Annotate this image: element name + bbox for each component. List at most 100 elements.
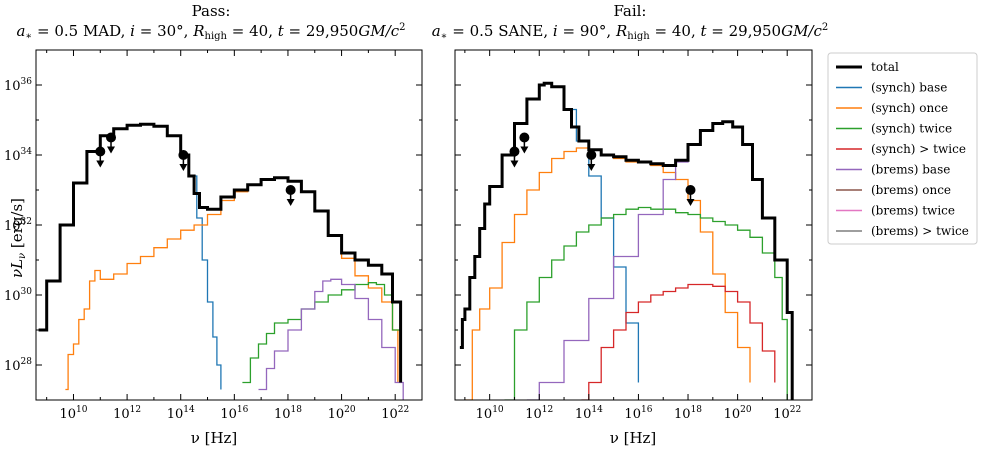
series-layer: [459, 81, 794, 400]
panel-2: 1010 1012 1014 1016 1018 1020 1022: [454, 49, 813, 422]
x-tick-label-base: 10: [525, 407, 542, 422]
x-tick-label: 1016: [220, 405, 248, 422]
upper-limit-marker: [285, 185, 296, 206]
panel2-title-i: i: [553, 22, 558, 40]
panel1-title-i: i: [130, 22, 135, 40]
x-tick-label: 1014: [575, 405, 603, 422]
y-tick-label-base: 10: [4, 149, 21, 164]
x-tick-label-exp: 16: [641, 405, 653, 415]
plot-frame: [35, 49, 423, 401]
x-tick-label-base: 10: [59, 407, 76, 422]
y-axis-label: νLν [erg/s]: [8, 198, 28, 278]
legend-label: (brems) base: [871, 163, 950, 177]
series-brems-base: [258, 278, 404, 400]
x-tick-label-base: 10: [220, 407, 237, 422]
series-synch-twice: [504, 206, 788, 400]
x-tick-label-exp: 22: [398, 405, 409, 415]
y-tick-label: 1030: [4, 287, 32, 304]
panel1-title-gmc: GM/c: [358, 22, 399, 40]
data-point: [586, 150, 597, 160]
y-tick-label-base: 10: [4, 219, 21, 234]
legend-frame: [827, 52, 978, 245]
panel2-title-mid2: = 90°,: [558, 22, 616, 40]
x-tick-label: 1010: [476, 405, 504, 422]
panel2-title-line1: Fail:: [614, 2, 647, 20]
panel2-title-R-sub: high: [627, 31, 650, 42]
legend-label: (brems) twice: [871, 204, 955, 218]
panel1-title-mid4: = 29,950: [284, 22, 359, 40]
legend-label: (brems) > twice: [871, 224, 969, 238]
panel-1: 1010 1012 1014 1016 1018 1020 1022102810301032…: [4, 49, 423, 422]
x-tick-label-exp: 18: [290, 405, 302, 415]
x-tick-label-base: 10: [724, 407, 741, 422]
upper-limit-marker: [178, 150, 189, 171]
x-tick-label: 1012: [113, 405, 141, 422]
panel1-title-a-sub: ∗: [25, 31, 32, 42]
y-tick-label: 1032: [4, 217, 32, 234]
x-tick-label-base: 10: [274, 407, 291, 422]
series-synch-gt-twice: [581, 283, 776, 400]
data-point: [106, 132, 117, 143]
legend-label: (synch) once: [871, 101, 948, 115]
x-tick-label-exp: 12: [130, 405, 141, 415]
upper-limit-arrowhead: [520, 146, 529, 154]
upper-limit-arrowhead: [179, 164, 188, 171]
data-point: [519, 132, 530, 143]
panel2-title-line2: a∗ = 0.5 SANE, i = 90°, Rhigh = 40, t = …: [432, 22, 829, 42]
y-tick-label-exp: 36: [21, 77, 33, 87]
x-tick-label-exp: 22: [790, 405, 801, 415]
panel1-title-line1: Pass:: [192, 2, 231, 20]
legend-items: total (synch) base (synch) once (synch) twi…: [836, 60, 969, 238]
data-point: [178, 150, 189, 160]
x-tick-label: 1014: [167, 405, 195, 422]
x-tick-label-base: 10: [476, 407, 493, 422]
y-tick-label-exp: 28: [21, 357, 33, 367]
y-tick-label-base: 10: [4, 289, 21, 304]
x-tick-label-exp: 18: [691, 405, 703, 415]
panel2-title-mid4: = 29,950: [707, 22, 782, 40]
upper-limit-arrowhead: [286, 199, 295, 206]
y-tick-label: 1036: [4, 77, 32, 94]
upper-limit-marker: [519, 132, 530, 154]
upper-limit-arrowhead: [587, 164, 596, 171]
data-point: [685, 185, 696, 195]
legend-item: (brems) twice: [836, 204, 955, 218]
x-tick-label: 1022: [773, 405, 801, 422]
y-tick-label-exp: 30: [21, 287, 33, 297]
x-tick-label-exp: 20: [344, 405, 356, 415]
upper-limit-marker: [685, 185, 696, 206]
panel1-title-mid1: = 0.5 MAD,: [32, 22, 130, 40]
upper-limit-marker: [509, 146, 520, 168]
upper-limit-arrowhead: [96, 160, 105, 168]
y-tick-label-base: 10: [4, 359, 21, 374]
series-synch-twice: [242, 282, 402, 384]
data-point: [95, 146, 106, 157]
legend-item: (synch) > twice: [836, 142, 966, 156]
x-tick-label-exp: 10: [492, 405, 504, 415]
panel2-x-axis-label: ν [Hz]: [610, 429, 657, 447]
panel1-title-sq: 2: [399, 22, 405, 33]
upper-limit-marker: [586, 150, 597, 171]
x-tick-label-exp: 14: [591, 405, 603, 415]
upper-limit-arrowhead: [107, 146, 116, 154]
data-point: [285, 185, 296, 195]
x-tick-label: 1020: [328, 405, 356, 422]
panel2-title-a: a: [432, 22, 441, 40]
panel2-title-gmc: GM/c: [781, 22, 822, 40]
x-tick-label-base: 10: [113, 407, 130, 422]
x-tick-label: 1018: [274, 405, 302, 422]
legend-label: (synch) twice: [871, 122, 952, 136]
panel2-title-t: t: [700, 22, 707, 40]
panel1-title-a: a: [16, 22, 25, 40]
x-tick-label-base: 10: [674, 407, 691, 422]
panel1-title-line2: a∗ = 0.5 MAD, i = 30°, Rhigh = 40, t = 2…: [16, 22, 405, 42]
x-tick-label-base: 10: [773, 407, 790, 422]
upper-limit-marker: [106, 132, 117, 154]
x-tick-label: 1018: [674, 405, 702, 422]
legend-label: total: [871, 60, 899, 74]
panel2-title-sq: 2: [822, 22, 828, 33]
series-synch-base: [459, 82, 640, 383]
panel1-title-mid3: = 40,: [227, 22, 278, 40]
series-total: [38, 122, 403, 383]
